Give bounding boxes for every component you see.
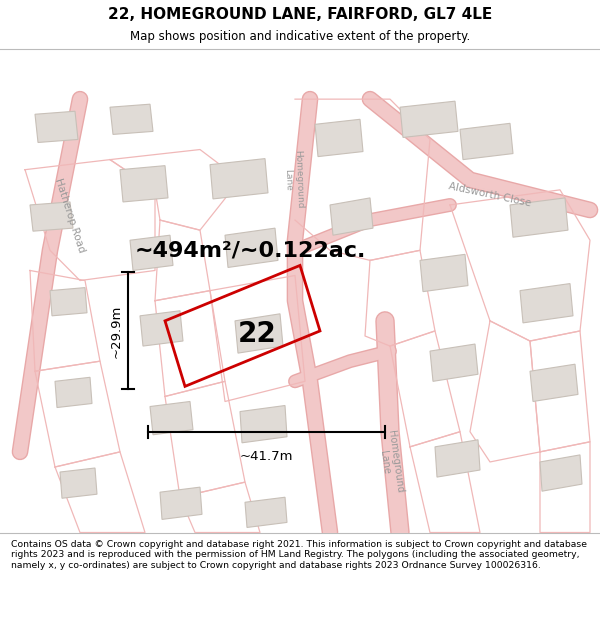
Polygon shape [60,468,97,498]
Text: Contains OS data © Crown copyright and database right 2021. This information is : Contains OS data © Crown copyright and d… [11,540,587,570]
Polygon shape [245,498,287,528]
Text: Map shows position and indicative extent of the property.: Map shows position and indicative extent… [130,30,470,43]
Polygon shape [235,314,283,353]
Polygon shape [210,159,268,199]
Text: Homeground
Lane: Homeground Lane [282,150,304,209]
Text: Aldsworth Close: Aldsworth Close [448,181,532,209]
Polygon shape [120,166,168,202]
Polygon shape [510,198,568,238]
Polygon shape [140,311,183,346]
Polygon shape [55,378,92,408]
Text: ~29.9m: ~29.9m [110,304,122,358]
Polygon shape [520,284,573,323]
Polygon shape [130,235,173,271]
Polygon shape [35,111,78,142]
Polygon shape [225,228,278,268]
Polygon shape [530,364,578,401]
Polygon shape [150,401,193,435]
Polygon shape [540,455,582,491]
Text: 22, HOMEGROUND LANE, FAIRFORD, GL7 4LE: 22, HOMEGROUND LANE, FAIRFORD, GL7 4LE [108,7,492,22]
Text: Hatherop Road: Hatherop Road [53,177,87,254]
Polygon shape [460,123,513,159]
Polygon shape [430,344,478,381]
Polygon shape [50,288,87,316]
Polygon shape [420,254,468,292]
Text: 22: 22 [238,320,277,348]
Polygon shape [240,406,287,442]
Polygon shape [400,101,458,138]
Polygon shape [160,487,202,519]
Polygon shape [110,104,153,134]
Polygon shape [315,119,363,157]
Text: ~494m²/~0.122ac.: ~494m²/~0.122ac. [135,240,367,260]
Polygon shape [435,440,480,477]
Polygon shape [330,198,373,235]
Text: ~41.7m: ~41.7m [240,450,293,463]
Text: Homeground
Lane: Homeground Lane [375,429,405,495]
Polygon shape [30,202,73,231]
